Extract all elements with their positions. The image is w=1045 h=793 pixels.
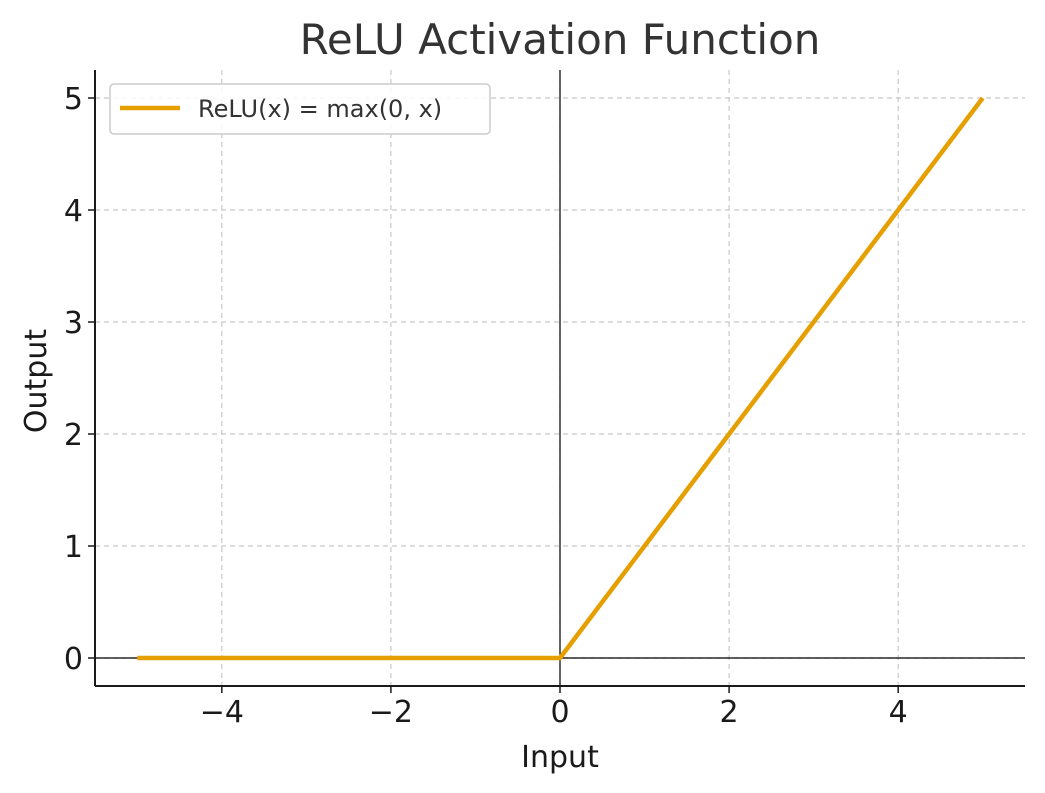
legend-entry-label: ReLU(x) = max(0, x) <box>198 95 442 123</box>
legend-box <box>109 83 491 135</box>
y-tick-label: 5 <box>64 82 83 117</box>
reference-lines <box>95 70 1025 686</box>
y-tick-label: 4 <box>64 194 83 229</box>
x-tick-label: −2 <box>369 695 413 730</box>
y-tick-label: 0 <box>64 642 83 677</box>
x-tick-label: −4 <box>200 695 244 730</box>
x-tick-label: 2 <box>720 695 739 730</box>
ticks: −4 −2 0 2 4 0 1 2 3 4 5 <box>64 82 908 730</box>
y-axis-label: Output <box>19 329 54 433</box>
legend: ReLU(x) = max(0, x) <box>109 83 491 135</box>
relu-series-line <box>137 96 985 661</box>
y-tick-label: 3 <box>64 306 83 341</box>
y-tick-label: 2 <box>64 418 83 453</box>
x-axis-label: Input <box>521 740 599 775</box>
x-tick-label: 4 <box>889 695 908 730</box>
chart-title: ReLU Activation Function <box>300 15 821 64</box>
series-layer <box>137 96 985 661</box>
y-tick-label: 1 <box>64 530 83 565</box>
x-tick-label: 0 <box>550 695 569 730</box>
